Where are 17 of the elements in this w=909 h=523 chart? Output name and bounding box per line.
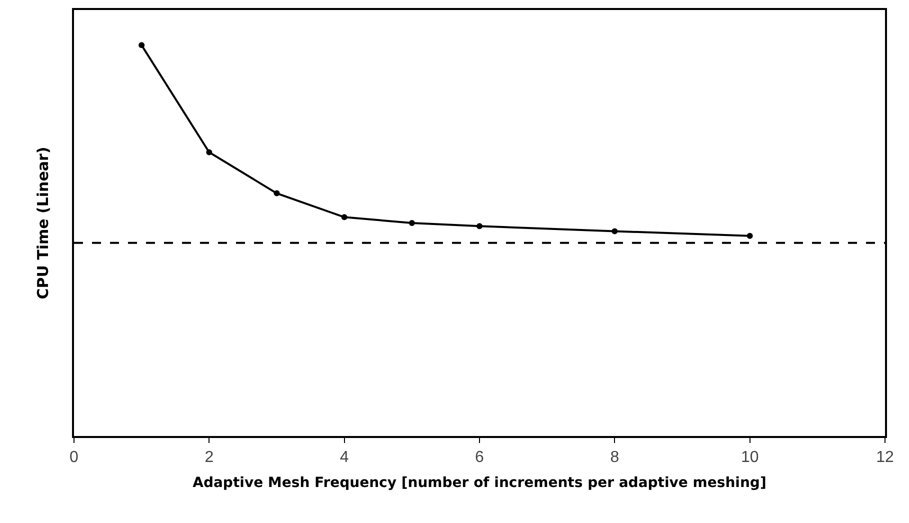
x-tick-label: 2 <box>204 448 214 466</box>
point <box>476 223 482 230</box>
point <box>612 228 618 234</box>
x-tick-label: 4 <box>340 448 349 466</box>
x-tick-label: 6 <box>475 448 484 466</box>
x-tick-label: 12 <box>876 448 894 466</box>
point <box>408 220 415 226</box>
point <box>341 214 348 220</box>
point <box>274 190 280 196</box>
x-tick-label: 0 <box>70 448 79 466</box>
x-axis-title: Adaptive Mesh Frequency [number of increments per adaptive meshing] <box>192 474 766 491</box>
point <box>746 232 753 239</box>
x-tick-label: 8 <box>610 448 620 466</box>
y-axis-title: CPU Time (Linear) <box>34 146 52 300</box>
point <box>206 149 212 156</box>
point <box>138 42 145 48</box>
x-tick-label: 10 <box>740 448 759 466</box>
